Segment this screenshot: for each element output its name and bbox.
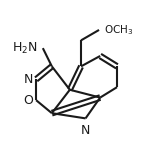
Text: OCH$_3$: OCH$_3$	[104, 23, 133, 37]
Text: O: O	[23, 94, 33, 107]
Text: H$_2$N: H$_2$N	[12, 41, 37, 56]
Text: N: N	[23, 73, 33, 86]
Text: N: N	[81, 124, 90, 137]
